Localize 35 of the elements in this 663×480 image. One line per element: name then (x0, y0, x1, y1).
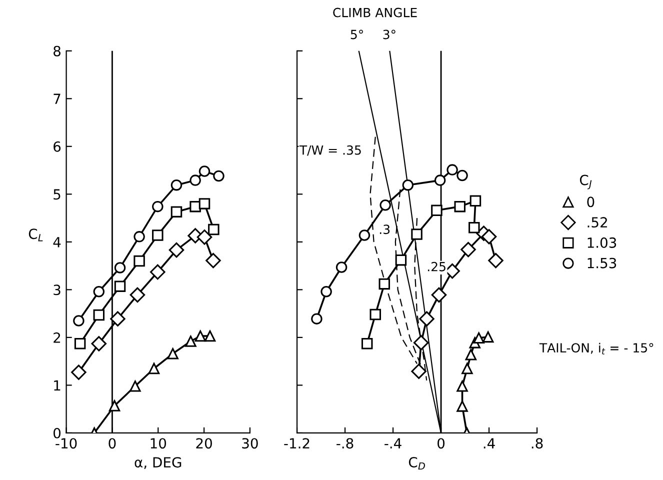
x-tick-label: .8 (532, 438, 543, 449)
legend-label: 1.53 (588, 258, 616, 268)
x-tick-label: -10 (56, 438, 77, 449)
x-tick-label: 0 (108, 438, 116, 449)
x-tick-label: .4 (484, 438, 495, 448)
x-tick-label: -1.2 (284, 438, 310, 448)
y-tick-label: 3 (54, 284, 60, 296)
annotation: T/W = .35 (299, 145, 361, 156)
y-tick-label: 5 (54, 189, 60, 200)
x-tick-label: 20 (196, 438, 212, 449)
annotation: .3 (380, 224, 390, 234)
y-tick-label: 0 (54, 428, 61, 438)
y-tick-label: 7 (54, 94, 60, 104)
x-tick-label: -.4 (384, 438, 402, 448)
annotation: .25 (428, 262, 446, 272)
text: 3° (383, 30, 396, 40)
y-tick-label: 8 (54, 46, 60, 56)
x-tick-label: -.8 (336, 438, 354, 449)
legend-label: .52 (588, 217, 607, 228)
text: 5° (350, 30, 363, 40)
legend-title: C$_{J}$ (580, 174, 592, 190)
text: TAIL-ON, i$_{t}$ = - 15° (539, 342, 654, 354)
x-tick-label: 10 (150, 438, 166, 449)
legend-label: 1.03 (588, 237, 616, 248)
y-tick-label: 2 (54, 332, 60, 343)
y-tick-label: 1 (54, 380, 60, 390)
x-tick-label: 30 (242, 438, 258, 449)
x-axis-title: α, DEG (134, 457, 182, 469)
x-tick-label: 0 (438, 438, 445, 449)
y-axis-title: C$_{L}$ (28, 228, 43, 242)
text: CLIMB ANGLE (333, 8, 417, 18)
y-tick-label: 6 (54, 141, 61, 152)
legend-label: 0 (587, 196, 594, 208)
y-tick-label: 4 (53, 237, 61, 248)
x-axis-title: C$_{D}$ (408, 456, 425, 470)
